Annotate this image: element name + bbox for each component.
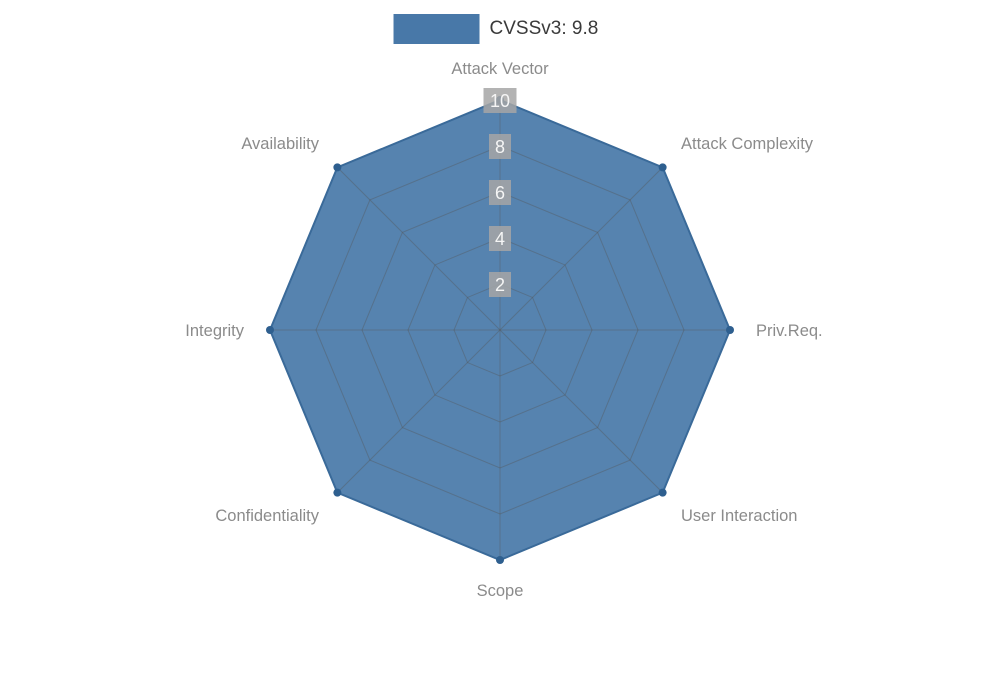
tick-label-4: 4 [495,229,505,249]
chart-legend: CVSSv3: 9.8 [393,14,599,44]
axis-label-availability: Availability [241,135,319,153]
axis-label-scope: Scope [477,582,524,600]
tick-backdrop-2 [489,272,511,297]
vertex-dot-scope [496,556,504,564]
vertex-dot-priv-req [726,326,734,334]
vertex-dot-availability [333,163,342,172]
vertex-dot-integrity [266,326,274,334]
grid-spoke-user-interaction [499,329,663,493]
axis-label-priv-req: Priv.Req. [756,322,823,340]
tick-label-6: 6 [495,183,505,203]
radar-fill-polygon [270,100,730,560]
tick-backdrop-6 [489,180,511,205]
grid-ring-6 [361,191,639,469]
grid-ring-4 [407,237,593,423]
axis-label-attack-vector: Attack Vector [451,60,549,78]
vertex-dot-attack-complexity [658,163,667,172]
tick-backdrop-10 [483,88,517,113]
legend-label: CVSSv3: 9.8 [489,18,599,39]
grid-spoke-attack-complexity [499,167,663,331]
grid-spoke-confidentiality [337,329,501,493]
tick-label-8: 8 [495,137,505,157]
axis-label-integrity: Integrity [185,322,244,340]
axis-label-attack-complexity: Attack Complexity [681,135,814,153]
axis-label-confidentiality: Confidentiality [215,507,319,525]
grid-ring-2 [453,283,547,377]
legend-swatch [393,14,480,44]
grid-spoke-availability [337,167,501,331]
tick-label-10: 10 [490,91,510,111]
tick-label-2: 2 [495,275,505,295]
axis-label-user-interaction: User Interaction [681,507,797,525]
grid-ring-8 [315,145,685,515]
vertex-dot-user-interaction [658,488,667,497]
tick-backdrop-4 [489,226,511,251]
tick-backdrop-8 [489,134,511,159]
vertex-dot-confidentiality [333,488,342,497]
